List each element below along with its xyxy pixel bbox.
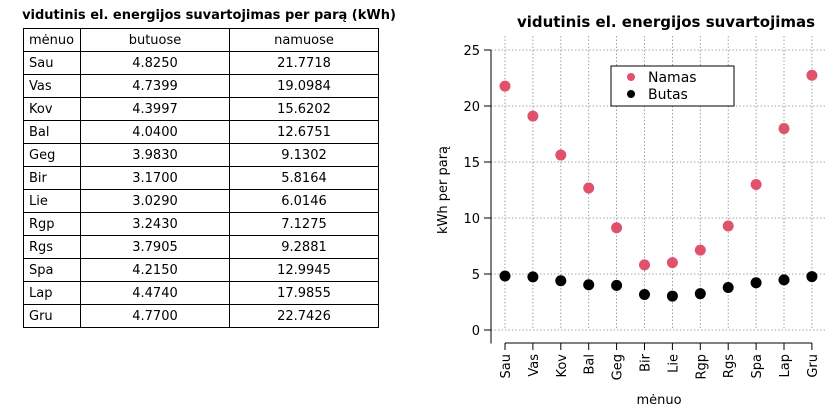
table-row: Gru 4.7700 22.7426 bbox=[23, 304, 379, 328]
table-cell: 4.3997 bbox=[80, 97, 230, 121]
point-namas bbox=[722, 220, 734, 232]
table-cell: 4.7700 bbox=[80, 304, 230, 328]
legend-marker bbox=[627, 73, 635, 81]
chart-title: vidutinis el. energijos suvartojimas bbox=[517, 13, 815, 31]
table-body: mėnuo butuose namuose Sau 4.8250 21.7718 Vas 4.… bbox=[23, 28, 379, 328]
point-namas bbox=[527, 110, 539, 122]
table-cell: Gru bbox=[23, 304, 81, 328]
point-namas bbox=[555, 149, 567, 161]
x-tick-label: Lie bbox=[666, 354, 681, 373]
legend-label: Butas bbox=[648, 87, 688, 103]
table-cell: 15.6202 bbox=[229, 97, 379, 121]
x-tick-label: Gru bbox=[806, 354, 821, 378]
point-namas bbox=[750, 178, 762, 190]
legend-label: Namas bbox=[648, 70, 697, 86]
table-header-row: mėnuo butuose namuose bbox=[23, 28, 379, 52]
point-namas bbox=[639, 259, 650, 271]
point-namas bbox=[666, 257, 678, 269]
table-cell: 3.1700 bbox=[80, 166, 230, 190]
y-tick-label: 10 bbox=[463, 212, 480, 227]
y-tick-label: 15 bbox=[463, 156, 480, 171]
table-header-cell: mėnuo bbox=[23, 28, 81, 52]
table-row: Rgp 3.2430 7.1275 bbox=[23, 212, 379, 236]
x-tick-label: Geg bbox=[611, 354, 626, 380]
axis-layer: 0 5 10 15 20 25 Sau Vas Kov Bal Geg Bir Lie Rgp Rgs Spa… bbox=[463, 44, 820, 380]
table-cell: 4.0400 bbox=[80, 120, 230, 144]
point-butas bbox=[499, 270, 511, 282]
table-cell: 4.4740 bbox=[80, 281, 230, 305]
point-butas bbox=[694, 288, 706, 300]
y-tick-label: 5 bbox=[472, 268, 480, 283]
table-row: Lie 3.0290 6.0146 bbox=[23, 189, 379, 213]
table-cell: Lie bbox=[23, 189, 81, 213]
point-namas bbox=[694, 244, 706, 256]
table-row: Sau 4.8250 21.7718 bbox=[23, 51, 379, 75]
x-tick-label: Bal bbox=[583, 354, 598, 375]
table-cell: 3.7905 bbox=[80, 235, 230, 259]
table-cell: 12.9945 bbox=[229, 258, 379, 282]
table-cell: Bir bbox=[23, 166, 81, 190]
point-namas bbox=[499, 80, 511, 92]
x-tick-label: Sau bbox=[499, 354, 514, 378]
point-layer bbox=[499, 69, 818, 302]
point-butas bbox=[527, 271, 539, 283]
x-tick-label: Kov bbox=[555, 354, 570, 378]
x-tick-label: Spa bbox=[750, 354, 765, 378]
data-table: mėnuo butuose namuose Sau 4.8250 21.7718 Vas 4.… bbox=[23, 28, 379, 328]
point-butas bbox=[639, 288, 650, 300]
table-cell: Sau bbox=[23, 51, 81, 75]
point-butas bbox=[666, 290, 678, 302]
y-tick-label: 25 bbox=[463, 44, 480, 59]
table-cell: Lap bbox=[23, 281, 81, 305]
table-title: vidutinis el. energijos suvartojimas per… bbox=[22, 8, 396, 23]
table-cell: 4.2150 bbox=[80, 258, 230, 282]
x-tick-label: Rgp bbox=[694, 354, 709, 380]
point-butas bbox=[750, 277, 762, 289]
point-namas bbox=[583, 182, 595, 194]
legend-box bbox=[610, 65, 735, 107]
table-cell: Geg bbox=[23, 143, 81, 167]
point-namas bbox=[778, 123, 790, 135]
table-cell: Kov bbox=[23, 97, 81, 121]
table-cell: 4.7399 bbox=[80, 74, 230, 98]
table-cell: 17.9855 bbox=[229, 281, 379, 305]
x-tick-label: Vas bbox=[527, 354, 542, 377]
table-row: Lap 4.4740 17.9855 bbox=[23, 281, 379, 305]
table-cell: Rgp bbox=[23, 212, 81, 236]
table-cell: Vas bbox=[23, 74, 81, 98]
x-axis-label: mėnuo bbox=[636, 393, 681, 408]
point-butas bbox=[778, 274, 790, 286]
x-tick-label: Rgs bbox=[722, 354, 737, 378]
point-butas bbox=[611, 279, 623, 291]
table-row: Kov 4.3997 15.6202 bbox=[23, 97, 379, 121]
point-butas bbox=[583, 279, 595, 291]
y-axis-label: kWh per parą bbox=[436, 146, 451, 234]
table-cell: 3.9830 bbox=[80, 143, 230, 167]
x-tick-label: Lap bbox=[778, 354, 793, 377]
legend-marker bbox=[627, 90, 635, 98]
y-tick-label: 0 bbox=[472, 324, 480, 339]
table-cell: 22.7426 bbox=[229, 304, 379, 328]
point-butas bbox=[555, 275, 567, 287]
point-namas bbox=[611, 222, 623, 234]
label-layer: vidutinis el. energijos suvartojimas mėnu… bbox=[436, 13, 815, 408]
table-row: Rgs 3.7905 9.2881 bbox=[23, 235, 379, 259]
x-tick-label: Bir bbox=[639, 353, 654, 372]
point-butas bbox=[722, 282, 734, 294]
point-butas bbox=[806, 271, 818, 283]
y-tick-label: 20 bbox=[463, 100, 480, 115]
point-namas bbox=[806, 69, 818, 81]
table-row: Spa 4.2150 12.9945 bbox=[23, 258, 379, 282]
table-header-cell: namuose bbox=[229, 28, 379, 52]
